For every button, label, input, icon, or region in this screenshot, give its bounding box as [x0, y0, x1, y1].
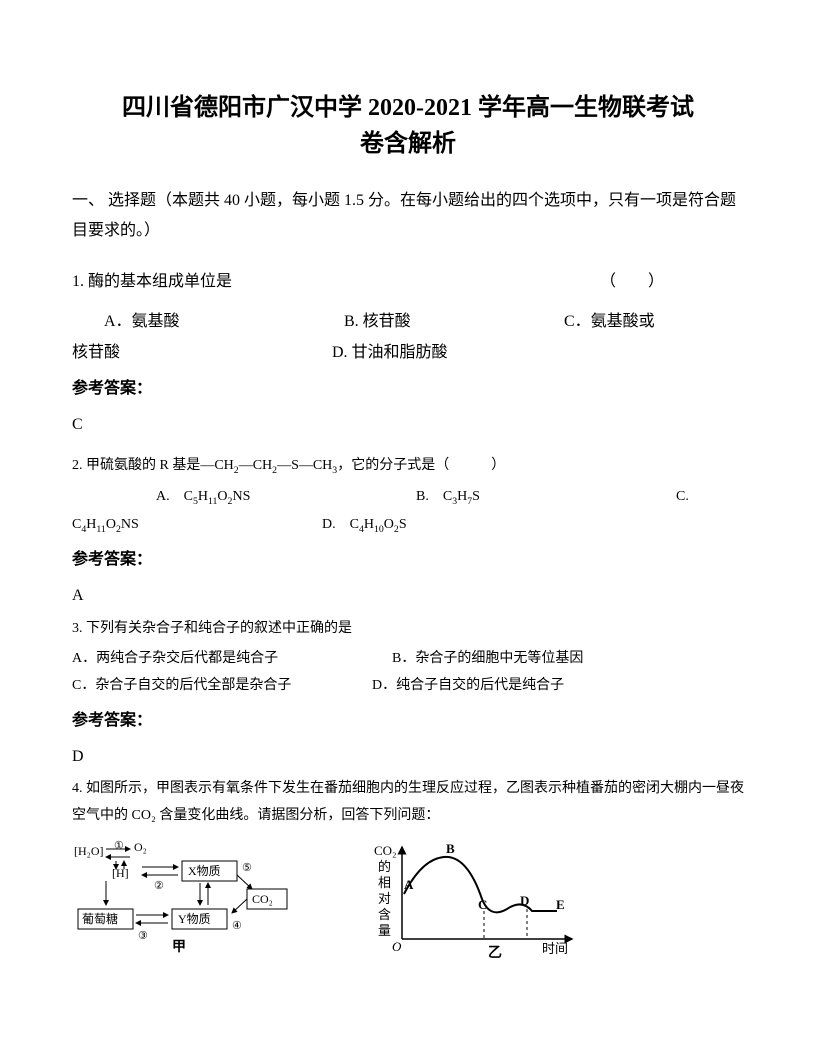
q1-ans: C — [72, 410, 744, 440]
dia1-n4: ④ — [232, 920, 242, 932]
q2a-m: H — [198, 489, 208, 504]
dia2-yl4: 对 — [378, 891, 391, 906]
dia1-n3: ③ — [138, 930, 148, 942]
q3-optC: C．杂合子自交的后代全部是杂合子 — [72, 673, 372, 700]
q1-optC-prefix: C．氨基酸或 — [564, 307, 655, 337]
q2-stem-b: —CH — [239, 458, 272, 473]
title-line-2: 卷含解析 — [72, 126, 744, 162]
dia2-yl2: 的 — [378, 859, 391, 874]
dia2-A: A — [404, 877, 414, 892]
dia2-yl3: 相 — [378, 875, 391, 890]
q2b-p: B. C — [416, 489, 452, 504]
q2d-t: S — [399, 517, 407, 532]
q2-options-row1: A. C5H11O2NS B. C3H7S C. — [72, 484, 744, 511]
q3-ans: D — [72, 742, 744, 772]
page: 四川省德阳市广汉中学 2020-2021 学年高一生物联考试 卷含解析 一、 选… — [0, 0, 816, 1009]
dia2-yl5: 含 — [378, 907, 391, 922]
dia2-D: D — [520, 893, 529, 908]
question-4-stem: 4. 如图所示，甲图表示有氧条件下发生在番茄细胞内的生理反应过程，乙图表示种植番… — [72, 776, 744, 829]
q1-ans-label: 参考答案： — [72, 374, 744, 404]
q1-optB: B. 核苷酸 — [344, 307, 564, 337]
dia2-yl1: CO₂ — [374, 843, 397, 858]
dia1-n2: ② — [154, 880, 164, 892]
q2d-p: D. C — [322, 517, 359, 532]
q2-options-row2: C4H11O2NS D. C4H10O2S — [72, 512, 744, 539]
q2a-t: NS — [232, 489, 250, 504]
q2a-p: A. C — [156, 489, 193, 504]
dia2-B: B — [446, 841, 455, 856]
q2c-t: NS — [121, 517, 139, 532]
q2-stem-c: —S—CH — [277, 458, 332, 473]
q1-options-row2: 核苷酸 D. 甘油和脂肪酸 — [72, 338, 744, 368]
q2b-t: S — [472, 489, 480, 504]
q2d-m: H — [364, 517, 374, 532]
dia1-y: Y物质 — [178, 912, 211, 926]
dia1-o2: O₂ — [134, 840, 147, 854]
dia2-E: E — [556, 897, 565, 912]
q2c-m2: O — [106, 517, 116, 532]
q2-stem-a: 2. 甲硫氨酸的 R 基是—CH — [72, 458, 234, 473]
q2-ans: A — [72, 581, 744, 611]
section-heading: 一、 选择题（本题共 40 小题，每小题 1.5 分。在每小题给出的四个选项中，… — [72, 186, 744, 247]
q3-ans-label: 参考答案： — [72, 706, 744, 736]
q2-optD: D. C4H10O2S — [322, 512, 407, 539]
q1-options-row1: A．氨基酸 B. 核苷酸 C．氨基酸或 — [72, 307, 744, 337]
dia2-yl6: 量 — [378, 923, 391, 938]
q2b-m: H — [457, 489, 467, 504]
q2a-m2: O — [217, 489, 227, 504]
q1-optA: A．氨基酸 — [104, 307, 344, 337]
diagram-row: [H₂O] O₂ ① [H] X物质 ⑤ ② CO₂ — [72, 839, 744, 969]
doc-title: 四川省德阳市广汉中学 2020-2021 学年高一生物联考试 卷含解析 — [72, 90, 744, 162]
q3-optD: D．纯合子自交的后代是纯合子 — [372, 673, 564, 700]
question-1: 1. 酶的基本组成单位是 （ ） — [72, 267, 744, 297]
dia1-x: X物质 — [188, 864, 221, 878]
q2c-p: C — [72, 517, 81, 532]
q2-optB: B. C3H7S — [416, 484, 676, 511]
dia1-n1: ① — [114, 840, 124, 852]
q2-optC: C. — [676, 484, 689, 511]
q2-optC2: C4H11O2NS — [72, 512, 322, 539]
q2d-s2: 10 — [374, 523, 384, 534]
q2-optA: A. C5H11O2NS — [156, 484, 416, 511]
diagram-jia: [H₂O] O₂ ① [H] X物质 ⑤ ② CO₂ — [72, 839, 312, 969]
q1-optD: D. 甘油和脂肪酸 — [332, 338, 448, 368]
q2d-m2: O — [384, 517, 394, 532]
q1-stem: 1. 酶的基本组成单位是 — [72, 267, 232, 297]
q2-ans-label: 参考答案： — [72, 545, 744, 575]
dia1-n5: ⑤ — [242, 862, 252, 874]
dia1-co2: CO₂ — [252, 892, 273, 906]
q2c-s2: 11 — [96, 523, 105, 534]
dia1-cap: 甲 — [172, 939, 186, 955]
q2-stem-d: ，它的分子式是（ ） — [337, 458, 505, 473]
question-3-stem: 3. 下列有关杂合子和纯合子的叙述中正确的是 — [72, 616, 744, 643]
dia1-h: [H] — [112, 866, 129, 880]
q3-row2: C．杂合子自交的后代全部是杂合子 D．纯合子自交的后代是纯合子 — [72, 673, 744, 700]
q2a-s2: 11 — [208, 496, 217, 507]
diagram-yi: CO₂ 的 相 对 含 量 O A B C D E — [372, 839, 592, 969]
q2c-m: H — [86, 517, 96, 532]
dia1-glucose: 葡萄糖 — [82, 911, 118, 926]
q1-optC-cont: 核苷酸 — [72, 338, 332, 368]
q3-optB: B．杂合子的细胞中无等位基因 — [392, 646, 583, 673]
dia2-xlab: 时间 — [542, 941, 568, 956]
q3-optA: A．两纯合子杂交后代都是纯合子 — [72, 646, 392, 673]
dia2-O: O — [392, 939, 402, 954]
q3-row1: A．两纯合子杂交后代都是纯合子 B．杂合子的细胞中无等位基因 — [72, 646, 744, 673]
dia1-h2o: [H₂O] — [74, 844, 104, 858]
title-line-1: 四川省德阳市广汉中学 2020-2021 学年高一生物联考试 — [72, 90, 744, 126]
dia2-C: C — [478, 897, 487, 912]
q1-paren: （ ） — [600, 267, 744, 297]
dia2-cap: 乙 — [488, 945, 502, 961]
question-2: 2. 甲硫氨酸的 R 基是—CH2—CH2—S—CH3，它的分子式是（ ） — [72, 453, 744, 480]
